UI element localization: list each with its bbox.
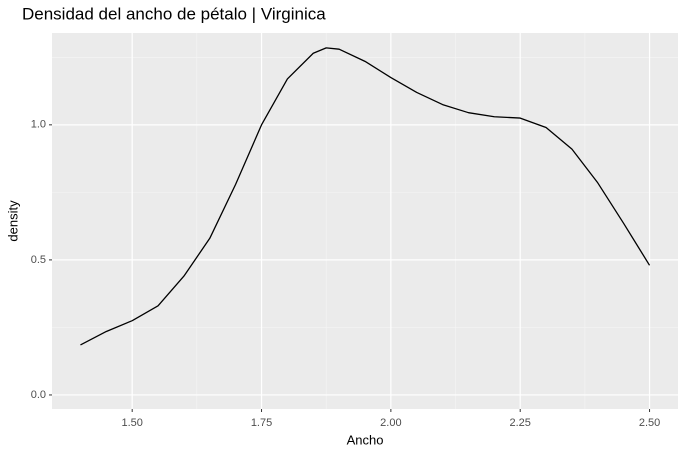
y-tick-label: 1.0 xyxy=(31,119,46,131)
y-tick-label: 0.5 xyxy=(31,254,46,266)
y-tick-label: 0.0 xyxy=(31,389,46,401)
chart-title: Densidad del ancho de pétalo | Virginica xyxy=(22,4,326,23)
x-tick-label: 1.50 xyxy=(121,417,142,429)
density-line xyxy=(80,47,651,346)
x-tick-label: 1.75 xyxy=(251,417,272,429)
x-tick-label: 2.00 xyxy=(380,417,401,429)
panel xyxy=(52,33,678,409)
x-axis-label: Ancho xyxy=(347,432,384,447)
x-tick-label: 2.25 xyxy=(509,417,530,429)
x-tick-label: 2.50 xyxy=(639,417,660,429)
y-axis-label: density xyxy=(5,200,20,242)
